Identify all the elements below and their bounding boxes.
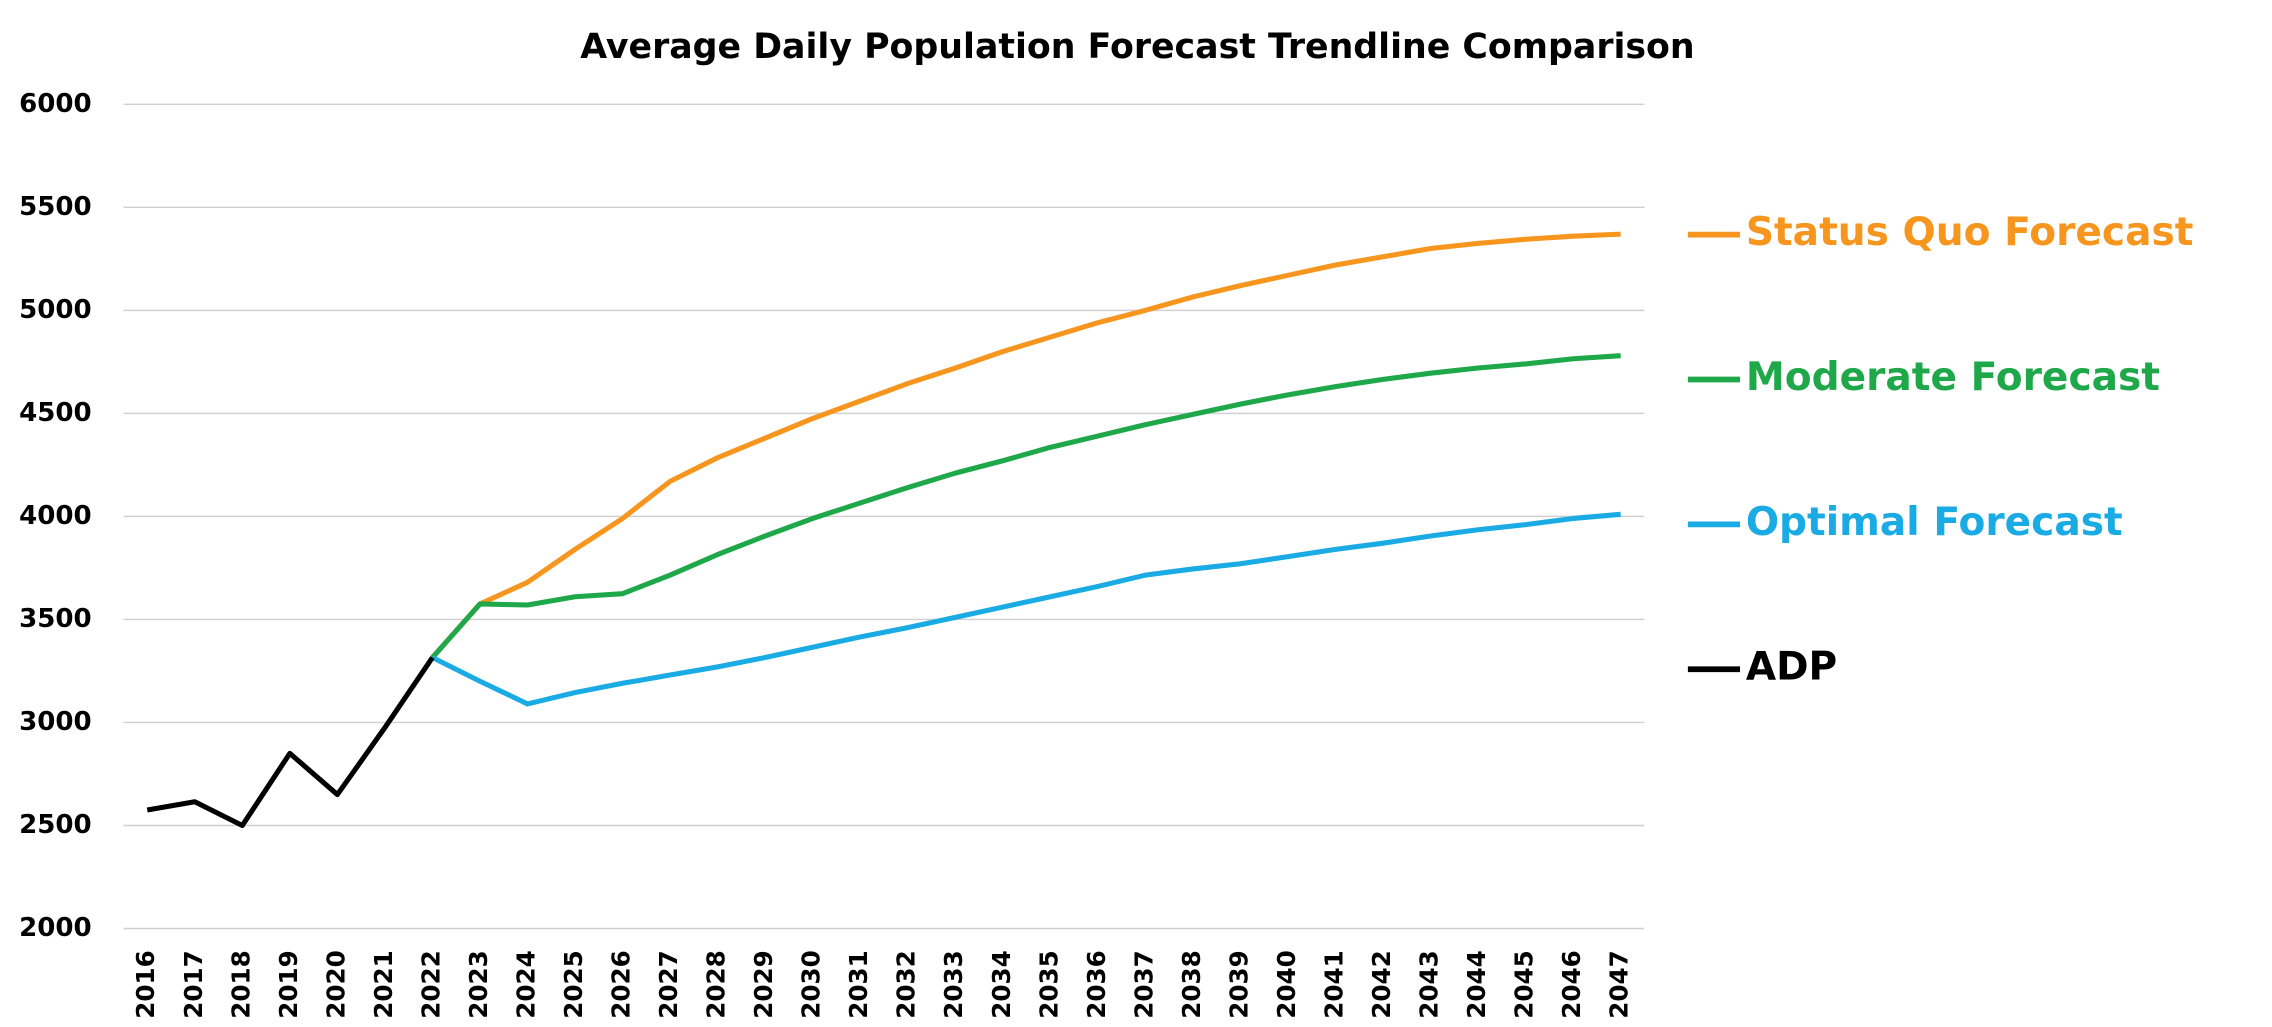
legend-label: ADP	[1746, 645, 1837, 690]
x-tick-label: 2043	[1415, 950, 1444, 1018]
x-tick-label: 2023	[464, 950, 493, 1018]
legend-label: Status Quo Forecast	[1746, 210, 2194, 255]
x-tick-label: 2035	[1034, 950, 1063, 1018]
y-tick-label: 6000	[19, 89, 92, 119]
x-tick-label: 2040	[1272, 950, 1301, 1018]
x-tick-label: 2038	[1177, 950, 1206, 1019]
y-tick-label: 4500	[19, 398, 92, 428]
y-tick-label: 2000	[19, 913, 92, 943]
x-tick-label: 2021	[369, 950, 398, 1018]
x-tick-label: 2045	[1510, 950, 1539, 1018]
x-tick-label: 2031	[844, 950, 873, 1018]
x-tick-label: 2027	[654, 950, 683, 1018]
x-tick-label: 2036	[1082, 950, 1111, 1018]
series-line	[430, 231, 1621, 660]
x-tick-label: 2030	[797, 950, 826, 1018]
x-tick-label: 2019	[274, 950, 303, 1018]
chart-title: Average Daily Population Forecast Trendl…	[580, 27, 1694, 67]
x-tick-label: 2017	[179, 950, 208, 1018]
x-tick-label: 2016	[131, 950, 160, 1018]
legend-label: Moderate Forecast	[1746, 355, 2160, 400]
x-tick-label: 2034	[987, 950, 1016, 1018]
x-tick-label: 2018	[226, 950, 255, 1018]
x-tick-label: 2046	[1557, 950, 1586, 1018]
series-line	[431, 511, 1621, 707]
x-tick-label: 2042	[1367, 950, 1396, 1018]
y-tick-label: 5500	[19, 192, 92, 222]
x-tick-label: 2020	[321, 950, 350, 1018]
x-tick-label: 2033	[939, 950, 968, 1018]
x-tick-label: 2044	[1462, 950, 1491, 1018]
y-tick-label: 2500	[19, 810, 92, 840]
x-tick-label: 2039	[1224, 950, 1253, 1019]
y-tick-label: 4000	[19, 501, 92, 531]
x-tick-label: 2032	[892, 950, 921, 1018]
x-tick-label: 2047	[1605, 950, 1634, 1018]
y-tick-label: 3000	[19, 707, 92, 737]
series-line	[430, 353, 1621, 660]
x-tick-label: 2037	[1129, 950, 1158, 1018]
x-tick-label: 2026	[607, 950, 636, 1018]
y-tick-label: 5000	[19, 295, 92, 325]
x-tick-label: 2025	[559, 950, 588, 1018]
x-tick-label: 2028	[702, 950, 731, 1018]
x-tick-label: 2024	[511, 950, 540, 1018]
x-tick-label: 2022	[416, 950, 445, 1018]
y-tick-label: 3500	[19, 604, 92, 634]
series-line	[146, 656, 435, 829]
legend-label: Optimal Forecast	[1746, 500, 2123, 545]
x-tick-label: 2029	[749, 950, 778, 1018]
x-tick-label: 2041	[1319, 950, 1348, 1018]
